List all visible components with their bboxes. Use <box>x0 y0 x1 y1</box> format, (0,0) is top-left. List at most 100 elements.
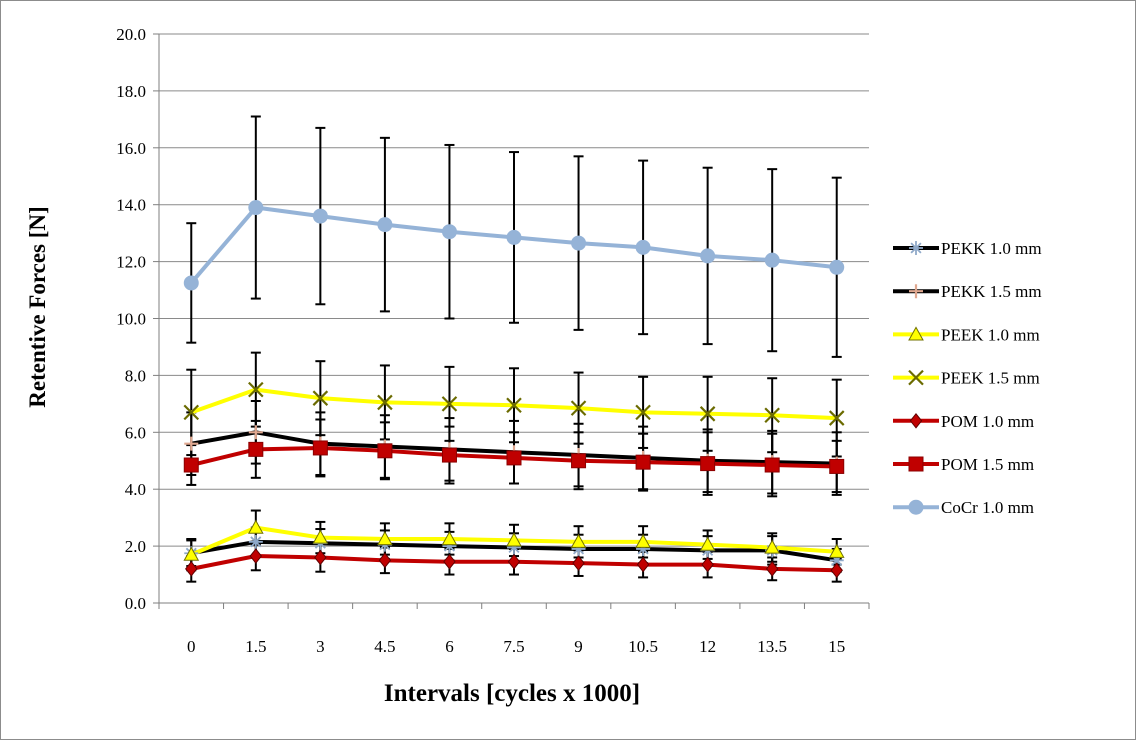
data-point <box>378 552 392 569</box>
data-point <box>908 369 924 386</box>
data-point <box>765 561 779 577</box>
x-tick-label: 1.5 <box>245 637 266 656</box>
data-point <box>828 410 845 426</box>
y-tick-label: 2.0 <box>125 537 146 556</box>
data-point <box>377 443 393 459</box>
data-point <box>248 381 264 398</box>
data-point <box>829 259 845 275</box>
data-point <box>248 425 263 440</box>
data-point <box>506 397 522 414</box>
data-point <box>908 456 924 472</box>
data-point <box>443 553 456 570</box>
data-point <box>249 548 263 564</box>
data-point <box>829 553 844 568</box>
data-point <box>909 412 923 429</box>
data-point <box>507 553 521 570</box>
data-point <box>635 239 651 255</box>
legend-label: PEEK 1.0 mm <box>941 325 1040 344</box>
y-axis-title: Retentive Forces [N] <box>25 206 50 407</box>
data-point <box>377 394 393 411</box>
y-tick-label: 8.0 <box>125 366 146 385</box>
data-point <box>636 556 650 573</box>
data-point <box>312 208 328 224</box>
data-point <box>700 456 716 472</box>
x-tick-label: 4.5 <box>374 637 395 656</box>
data-point <box>701 556 714 573</box>
y-tick-label: 0.0 <box>125 594 146 613</box>
data-point <box>185 561 198 577</box>
data-point <box>828 543 845 558</box>
data-point <box>183 404 200 421</box>
data-point <box>507 540 521 555</box>
data-point <box>830 562 843 579</box>
y-tick-label: 18.0 <box>116 82 146 101</box>
y-tick-label: 14.0 <box>116 196 146 215</box>
y-tick-label: 12.0 <box>116 253 146 272</box>
data-point <box>506 229 522 245</box>
legend-label: PEKK 1.0 mm <box>941 239 1042 258</box>
series-markers <box>183 200 845 579</box>
data-point <box>764 457 780 473</box>
data-point <box>764 252 780 268</box>
data-point <box>377 217 393 233</box>
data-point <box>248 534 263 549</box>
data-point <box>183 546 200 561</box>
data-point <box>184 436 199 451</box>
data-point <box>764 539 781 554</box>
x-tick-label: 7.5 <box>503 637 524 656</box>
data-point <box>248 200 264 216</box>
data-point <box>908 326 924 341</box>
data-point <box>183 457 199 473</box>
data-point <box>699 406 716 422</box>
data-point <box>764 407 780 424</box>
tick-labels: 0.0 2.0 4.0 6.0 8.0 10.0 12.0 14.0 16.0 18.0 20.0 0… <box>116 25 845 656</box>
data-point <box>312 440 328 456</box>
y-tick-label: 6.0 <box>125 423 146 442</box>
x-tick-label: 6 <box>445 637 454 656</box>
data-point <box>635 404 651 421</box>
legend: PEKK 1.0 mm PEKK 1.5 mm PEEK 1.0 mm PEEK 1.… <box>893 239 1042 517</box>
data-point <box>441 396 458 412</box>
data-point <box>441 224 457 240</box>
data-point <box>829 458 845 474</box>
x-axis-title: Intervals [cycles x 1000] <box>384 680 640 707</box>
x-tick-label: 0 <box>187 637 196 656</box>
legend-label: CoCr 1.0 mm <box>941 498 1034 517</box>
x-tick-label: 9 <box>574 637 583 656</box>
data-point <box>635 533 651 548</box>
data-point <box>636 541 651 556</box>
legend-label: POM 1.5 mm <box>941 455 1034 474</box>
axes <box>153 33 870 609</box>
data-point <box>183 275 199 291</box>
error-bars <box>186 115 842 583</box>
data-point <box>908 499 924 515</box>
data-point <box>570 533 587 548</box>
data-point <box>442 539 457 554</box>
y-tick-label: 16.0 <box>116 139 146 158</box>
data-point <box>506 532 522 547</box>
legend-label: POM 1.0 mm <box>941 412 1034 431</box>
y-tick-label: 10.0 <box>116 310 146 329</box>
data-point <box>314 549 327 566</box>
data-point <box>247 519 264 534</box>
data-point <box>635 454 651 470</box>
legend-label: PEEK 1.5 mm <box>941 369 1040 388</box>
data-point <box>909 241 923 255</box>
y-tick-label: 20.0 <box>116 25 146 44</box>
data-point <box>441 530 458 546</box>
legend-label: PEKK 1.5 mm <box>941 282 1042 301</box>
data-point <box>312 390 329 406</box>
data-point <box>248 441 264 457</box>
data-point <box>506 450 522 466</box>
data-point <box>570 400 587 416</box>
data-point <box>909 284 923 299</box>
data-point <box>700 248 716 264</box>
data-point <box>572 555 585 571</box>
data-point <box>571 235 587 251</box>
x-tick-label: 10.5 <box>628 637 658 656</box>
x-tick-label: 12 <box>699 637 716 656</box>
data-point <box>571 453 587 469</box>
x-tick-label: 3 <box>316 637 325 656</box>
